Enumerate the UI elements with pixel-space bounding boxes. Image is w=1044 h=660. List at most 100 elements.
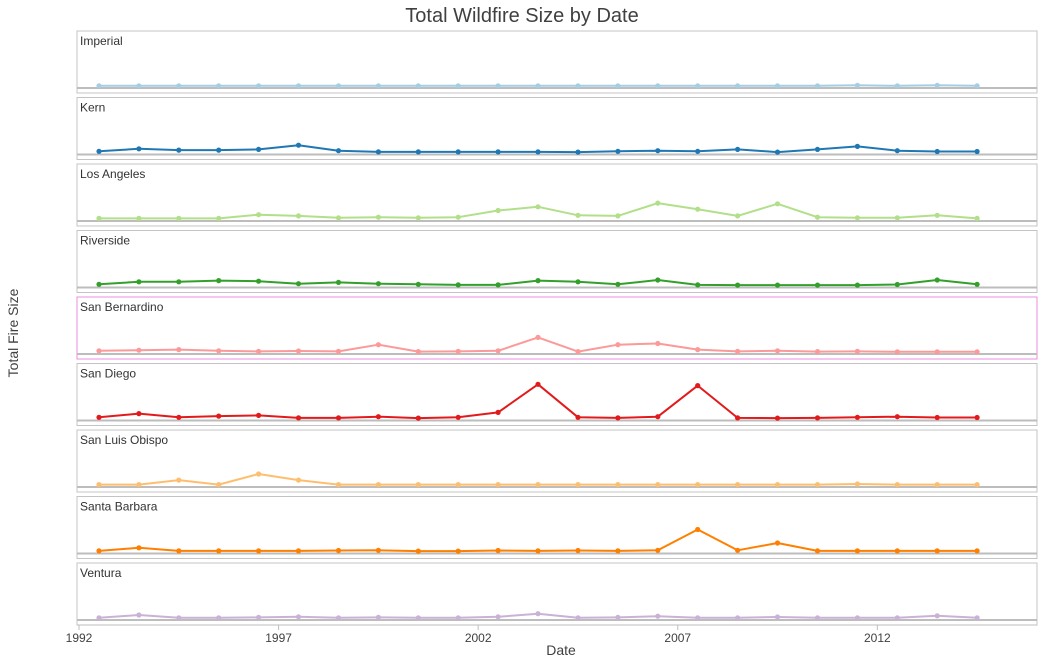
data-point: [455, 83, 461, 89]
data-point: [176, 215, 182, 221]
data-point: [575, 149, 581, 155]
panel-frame: [76, 296, 1038, 360]
panel-label: Imperial: [80, 34, 123, 48]
data-point: [615, 342, 621, 348]
panel-label: Kern: [80, 101, 105, 115]
data-point: [894, 414, 900, 420]
data-point: [216, 413, 222, 419]
data-point: [974, 548, 980, 554]
x-tick-label: 1997: [265, 631, 292, 645]
data-point: [216, 548, 222, 554]
data-point: [96, 148, 102, 154]
x-tick-label: 2012: [864, 631, 891, 645]
data-point: [455, 548, 461, 554]
data-point: [375, 214, 381, 220]
data-point: [774, 201, 781, 207]
data-point: [295, 83, 302, 89]
data-point: [415, 415, 421, 421]
data-point: [375, 614, 381, 621]
data-point: [256, 471, 262, 477]
data-point: [735, 146, 741, 152]
data-point: [774, 482, 781, 488]
data-point: [535, 611, 541, 617]
data-point: [894, 148, 900, 154]
data-point: [216, 278, 222, 284]
data-point: [575, 547, 581, 554]
data-point: [615, 482, 621, 488]
data-point: [814, 548, 821, 554]
data-point: [535, 83, 541, 89]
panel-imperial: Imperial: [76, 30, 1038, 94]
data-point: [735, 83, 741, 89]
data-point: [335, 482, 342, 488]
data-point: [934, 414, 940, 421]
data-point: [335, 148, 342, 154]
data-point: [375, 414, 381, 420]
x-axis-label: Date: [546, 642, 576, 658]
panel-label: Ventura: [80, 566, 122, 580]
data-point: [495, 207, 501, 214]
data-point: [615, 548, 621, 554]
data-point: [375, 342, 381, 348]
data-point: [335, 615, 342, 621]
data-point: [96, 215, 102, 221]
data-point: [216, 482, 222, 488]
data-point: [335, 348, 342, 354]
data-point: [96, 348, 102, 354]
panel-san-bernardino: San Bernardino: [76, 296, 1038, 360]
data-point: [295, 213, 302, 219]
panel-frame: [76, 429, 1038, 493]
data-point: [216, 615, 222, 621]
data-point: [735, 282, 741, 288]
data-point: [735, 482, 741, 488]
data-point: [216, 348, 222, 354]
data-point: [136, 482, 142, 488]
data-point: [575, 615, 581, 621]
data-point: [615, 415, 621, 421]
data-point: [695, 83, 701, 89]
data-point: [375, 83, 381, 89]
panel-riverside: Riverside: [76, 230, 1038, 293]
data-point: [176, 615, 182, 621]
panel-frame: [76, 230, 1038, 293]
panel-label: Riverside: [80, 234, 130, 248]
data-point: [974, 482, 980, 488]
data-point: [974, 215, 980, 221]
data-point: [455, 149, 461, 155]
data-point: [295, 415, 302, 421]
data-point: [735, 615, 741, 621]
data-point: [854, 215, 861, 221]
panel-frame: [76, 496, 1038, 559]
data-point: [455, 482, 461, 488]
data-point: [655, 148, 661, 154]
data-point: [495, 547, 501, 554]
data-point: [295, 348, 302, 354]
data-point: [295, 614, 302, 620]
data-point: [256, 146, 262, 152]
data-point: [814, 415, 821, 421]
data-point: [894, 548, 900, 554]
data-point: [655, 340, 661, 347]
panel-san-diego: San Diego: [76, 363, 1038, 426]
data-point: [615, 148, 621, 154]
data-point: [695, 282, 701, 288]
data-point: [695, 148, 701, 154]
data-point: [295, 548, 302, 554]
panel-kern: Kern: [76, 97, 1038, 160]
data-point: [176, 279, 182, 285]
data-point: [934, 613, 940, 619]
data-point: [535, 204, 541, 210]
data-point: [216, 147, 222, 153]
panel-label: San Bernardino: [80, 300, 164, 314]
data-point: [495, 282, 501, 288]
data-point: [934, 548, 940, 554]
panel-label: Los Angeles: [80, 167, 145, 181]
data-point: [535, 278, 541, 284]
data-point: [256, 412, 262, 418]
data-point: [615, 614, 621, 621]
x-tick-label: 2007: [664, 631, 691, 645]
data-point: [735, 415, 741, 421]
data-point: [894, 482, 900, 488]
data-point: [774, 149, 781, 155]
panel-label: San Luis Obispo: [80, 433, 168, 447]
